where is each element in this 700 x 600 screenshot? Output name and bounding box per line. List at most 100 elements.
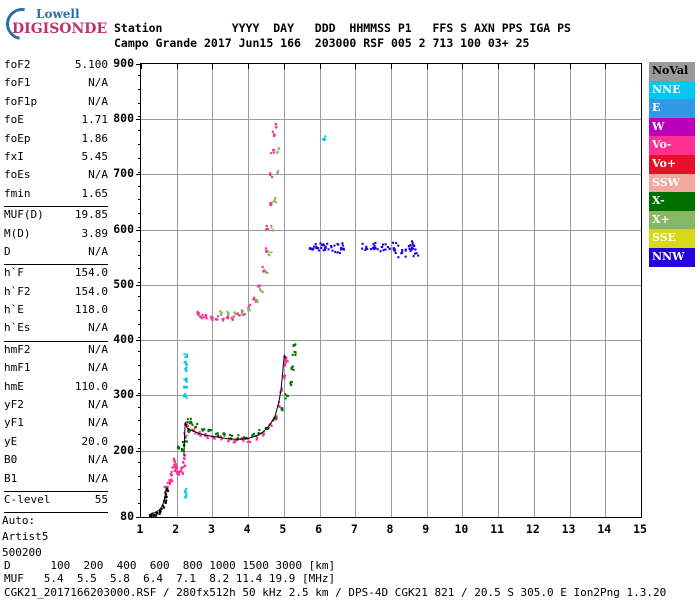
legend-item-x[interactable]: X+ [649,210,695,230]
grid-line-horizontal [141,119,641,120]
param-key: h`E [4,303,24,317]
param-key: hmE [4,379,24,393]
x-axis-tick [426,64,428,69]
param-key: hmF2 [4,342,31,356]
legend-item-sse[interactable]: SSE [649,229,695,248]
param-key: yF2 [4,398,24,412]
trace-O-trace-F-layer [196,123,278,322]
grid-line-vertical [248,64,250,517]
param-row-foe: foE 1.71 [2,113,110,131]
grid-line-vertical [176,64,178,517]
y-axis-minor-tick [138,503,141,504]
y-axis-label: 300 [113,387,134,402]
param-row-d: D N/A [2,245,110,263]
trace-NNE-sporadic-echoes [183,135,327,499]
x-axis-tick [176,64,178,69]
legend-item-e[interactable]: E [649,99,695,118]
param-key: foE [4,113,24,127]
x-axis-tick [498,64,500,69]
legend-item-nnw[interactable]: NNW [649,247,695,267]
footer-muf-row: MUF 5.4 5.5 5.8 6.4 7.1 8.2 11.4 19.9 [M… [4,572,336,585]
y-axis-label: 900 [113,56,134,70]
x-axis-tick [462,64,464,69]
x-axis-tick [248,64,250,69]
param-value: 3.89 [81,226,109,240]
param-value: N/A [88,398,108,412]
y-axis-minor-tick [138,296,141,297]
ionogram-traces [148,123,420,517]
x-axis-tick [533,64,535,69]
y-axis-minor-tick [138,158,141,159]
y-axis-minor-tick [138,462,141,463]
param-key: MUF(D) [4,208,44,222]
param-key: B1 [4,471,18,485]
param-value: 1.86 [81,131,109,145]
param-key: h`Es [4,321,31,335]
x-axis-label: 5 [279,522,287,536]
polarization-legend: NoVal NNE E W Vo- Vo+ SSW X- X+ SSE NNW [649,62,695,267]
footer-distance-row: D 100 200 400 600 800 1000 1500 3000 [km… [4,559,336,572]
y-axis-minor-tick [138,255,141,256]
param-value: 20.0 [81,434,109,448]
x-axis-tick [355,64,357,69]
x-axis-label: 8 [386,522,394,536]
legend-item-x[interactable]: X- [649,192,695,211]
param-key: fmin [4,186,31,200]
param-row-b0: B0 N/A [2,453,110,471]
y-axis-tick [136,174,141,175]
y-axis-tick [136,340,141,341]
param-row-foes: foEs N/A [2,168,110,186]
legend-item-w[interactable]: W [649,117,695,137]
legend-item-noval[interactable]: NoVal [649,62,695,81]
y-axis-minor-tick [138,420,141,421]
param-separator [4,206,108,208]
x-axis-tick [641,64,642,69]
y-axis-tick [136,64,141,65]
ionogram-plot[interactable] [136,63,642,518]
grid-line-vertical [533,64,535,517]
y-axis-label: 400 [113,332,134,347]
param-key: C-level [4,492,51,506]
param-value: N/A [88,168,108,182]
station-header-values: Campo Grande 2017 Jun15 166 203000 RSF 0… [114,36,530,50]
legend-item-nne[interactable]: NNE [649,80,695,100]
legend-item-ssw[interactable]: SSW [649,173,695,193]
x-axis-label: 10 [454,522,469,536]
y-axis-minor-tick [138,489,141,490]
y-axis-minor-tick [138,116,141,117]
param-value: N/A [88,471,108,485]
y-axis-tick [136,285,141,286]
y-axis-label: 80 [120,509,134,523]
param-value: N/A [88,342,108,356]
x-axis-tick [391,64,392,69]
param-value: 154.0 [74,266,108,280]
param-row-hmf1: hmF1 N/A [2,361,110,379]
legend-item-vo[interactable]: Vo+ [649,154,695,174]
y-axis-label: 200 [113,442,134,457]
y-axis-minor-tick [138,407,141,408]
param-value: N/A [88,321,108,335]
y-axis-minor-tick [138,268,141,269]
x-axis-tick [283,64,285,69]
param-value: 1.71 [81,113,109,127]
grid-line-vertical [355,64,357,517]
auto-line-0: Auto: [2,514,36,528]
x-axis-label: 9 [422,522,430,536]
logo-lowell-text: Lowell [36,7,80,21]
y-axis-minor-tick [138,227,141,228]
param-key: B0 [4,453,18,467]
x-axis-label: 13 [561,522,576,536]
param-row-he: h`E 118.0 [2,303,110,321]
param-row-fmin: fmin 1.65 [2,187,110,205]
param-value: N/A [88,453,108,467]
x-axis-label: 3 [207,522,215,536]
profile-line [183,353,287,457]
grid-line-horizontal [141,340,641,341]
trace-X-trace-F-layer [219,147,280,317]
trace-NNW-spread-echoes [308,240,420,259]
param-value: N/A [88,76,108,90]
legend-item-vo[interactable]: Vo- [649,136,695,155]
grid-line-horizontal [141,451,641,452]
param-row-hf2: h`F2 154.0 [2,285,110,303]
